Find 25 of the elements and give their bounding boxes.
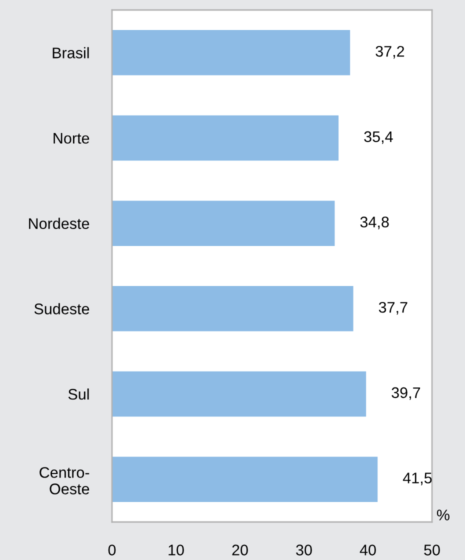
bar <box>112 286 354 332</box>
y-tick-label: Sudeste <box>34 303 90 314</box>
bar <box>112 456 378 502</box>
data-label: 39,7 <box>392 387 420 400</box>
bar <box>112 30 350 76</box>
data-label: 37,7 <box>378 302 408 315</box>
y-tick-label: Norte <box>54 133 90 144</box>
y-tick-label: Brasil <box>52 47 89 58</box>
data-label: 37,2 <box>376 46 404 59</box>
x-axis-title: % <box>436 510 450 520</box>
y-tick-label: Sul <box>68 388 89 400</box>
x-tick-label: 20 <box>232 544 248 556</box>
y-tick-label: Centro- Oeste <box>40 467 90 494</box>
y-tick-label: Nordeste <box>29 218 90 230</box>
x-tick-label: 50 <box>424 544 440 556</box>
bar <box>112 371 366 417</box>
x-tick-label: 0 <box>108 544 116 556</box>
data-label: 35,4 <box>364 131 393 144</box>
x-tick-label: 40 <box>360 544 376 556</box>
data-label: 34,8 <box>360 216 389 230</box>
data-label: 41,5 <box>402 472 432 486</box>
bar <box>112 115 339 161</box>
x-tick-label: 10 <box>168 544 184 556</box>
bar <box>112 200 335 246</box>
x-tick-label: 30 <box>296 544 312 556</box>
